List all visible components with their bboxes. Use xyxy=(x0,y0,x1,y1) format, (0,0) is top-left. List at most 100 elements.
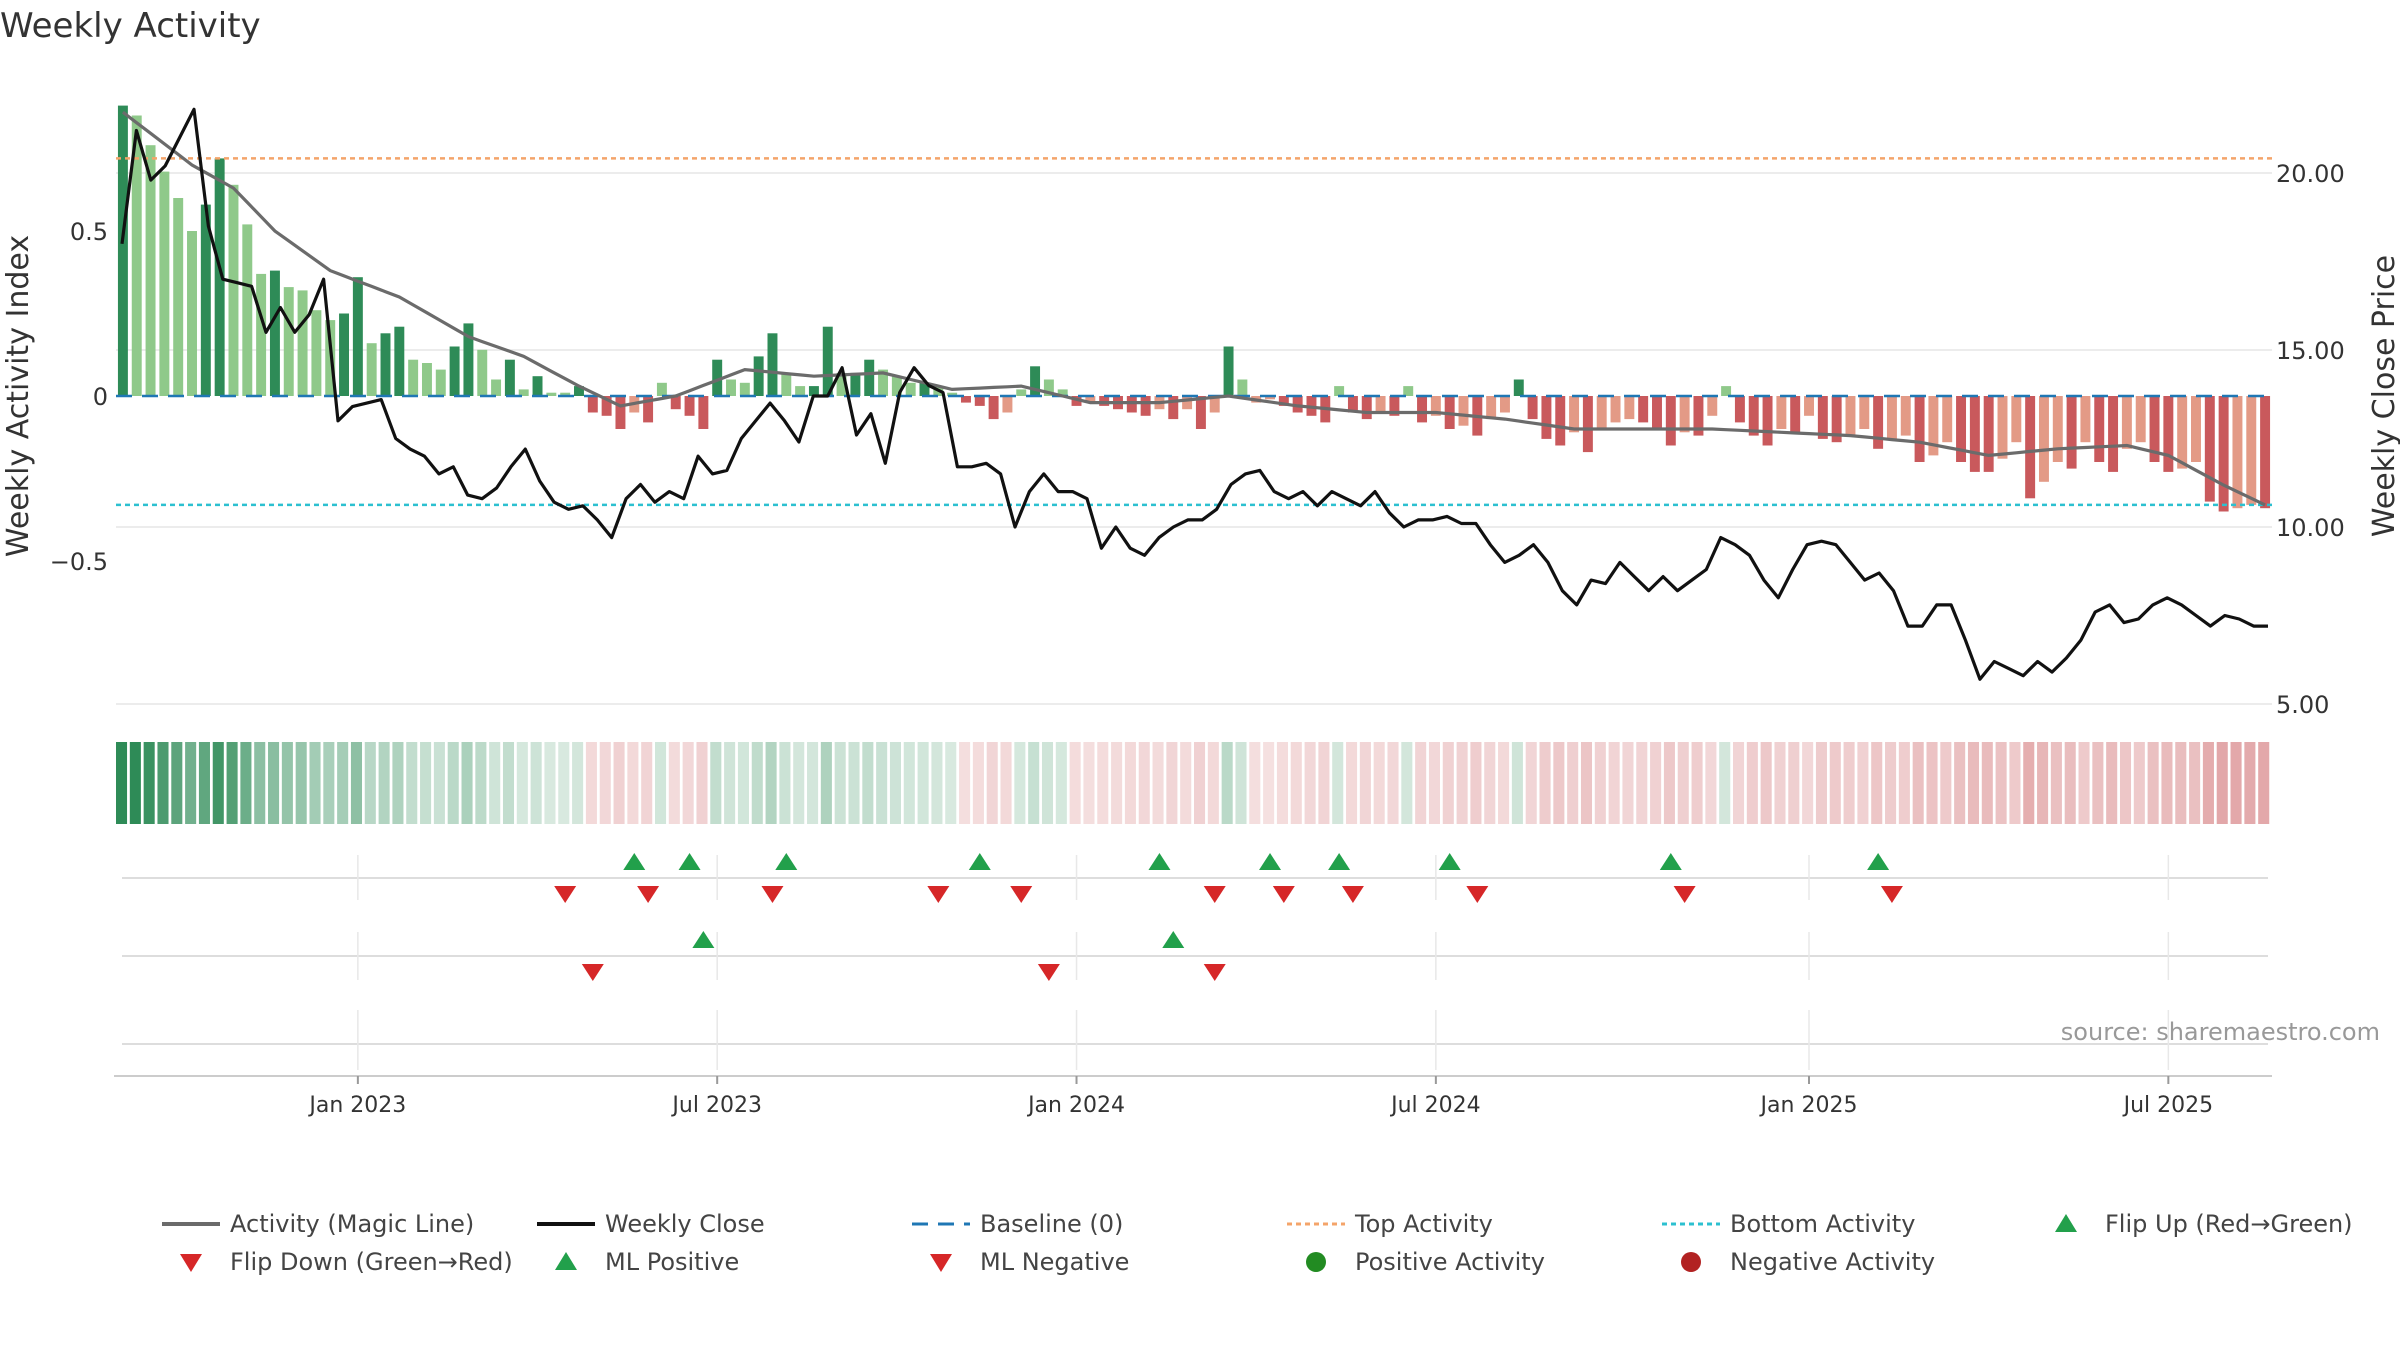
heat-cell xyxy=(2161,742,2173,824)
baseline-legend-icon xyxy=(912,1222,970,1226)
activity-bar xyxy=(421,363,432,396)
activity-bar xyxy=(601,396,612,416)
heat-cell xyxy=(1083,742,1095,824)
heat-cell xyxy=(254,742,266,824)
activity-bar xyxy=(2260,396,2271,509)
activity-bar xyxy=(1859,396,1870,429)
heat-cell xyxy=(1567,742,1579,824)
activity-bar xyxy=(726,379,736,396)
heat-cell xyxy=(848,742,860,824)
activity-bar xyxy=(781,372,792,396)
activity-bar xyxy=(795,386,806,396)
heat-cell xyxy=(1622,742,1634,824)
ml-positive-legend-icon xyxy=(555,1252,577,1270)
legend-item-flip-up: Flip Up (Red→Green) xyxy=(2035,1205,2353,1243)
heat-cell xyxy=(1332,742,1344,824)
activity-bar xyxy=(518,389,529,396)
heat-cell xyxy=(1525,742,1537,824)
heat-cell xyxy=(516,742,528,824)
chart-title: Weekly Activity xyxy=(0,6,261,46)
activity-bar xyxy=(1043,379,1054,396)
x-tick-label: Jul 2025 xyxy=(2122,1093,2214,1118)
activity-bar xyxy=(1099,396,1110,406)
activity-bar xyxy=(822,326,833,396)
activity-bar xyxy=(1278,396,1289,406)
activity-bar xyxy=(1942,396,1953,443)
left-axis-label: Weekly Activity Index xyxy=(1,235,36,557)
activity-bar xyxy=(656,382,667,396)
heat-cell xyxy=(1705,742,1717,824)
activity-bar xyxy=(435,369,446,396)
heat-cell xyxy=(1691,742,1703,824)
right-tick-label: 10.00 xyxy=(2276,514,2345,542)
activity-bar xyxy=(2066,396,2077,469)
heat-cell xyxy=(1470,742,1482,824)
heat-cell xyxy=(751,742,763,824)
heat-cell xyxy=(2258,742,2270,824)
flip-down-marker xyxy=(1203,886,1226,903)
heat-cell xyxy=(876,742,888,824)
heat-cell xyxy=(1194,742,1206,824)
flip-down-marker xyxy=(1272,886,1295,903)
legend-label: ML Positive xyxy=(605,1248,740,1276)
heat-cell xyxy=(793,742,805,824)
heat-cell xyxy=(1815,742,1827,824)
heat-cell xyxy=(1650,742,1662,824)
x-tick-label: Jul 2023 xyxy=(670,1093,762,1118)
activity-bar xyxy=(1403,386,1414,396)
heat-cell xyxy=(1677,742,1689,824)
heat-cell xyxy=(627,742,639,824)
ml-negative-marker xyxy=(581,964,604,981)
heat-cell xyxy=(378,742,390,824)
activity-bar xyxy=(131,115,142,396)
heat-cell xyxy=(2078,742,2090,824)
heat-cell xyxy=(1041,742,1054,824)
legend-label: Weekly Close xyxy=(605,1210,765,1238)
ml-positive-marker xyxy=(692,931,715,948)
heat-cell xyxy=(1733,742,1745,824)
heat-cell xyxy=(1221,742,1233,824)
ml-negative-marker xyxy=(1037,964,1060,981)
heat-cell xyxy=(1304,742,1316,824)
heat-cell xyxy=(281,742,293,824)
flip-up-marker xyxy=(1659,853,1682,870)
activity-bar xyxy=(1527,396,1538,420)
heat-cell xyxy=(1166,742,1178,824)
heat-cell xyxy=(1857,742,1869,824)
heat-cell xyxy=(1885,742,1897,824)
heat-cell xyxy=(171,742,183,824)
legend-item-top-activity: Top Activity xyxy=(1285,1205,1493,1243)
activity-bar xyxy=(1265,396,1275,400)
watermark: source: sharemaestro.com xyxy=(2061,1018,2380,1046)
heat-cell xyxy=(1746,742,1758,824)
heat-cell xyxy=(240,742,252,824)
activity-bar xyxy=(145,145,156,396)
activity-bar xyxy=(560,392,571,396)
activity-bar xyxy=(394,326,405,396)
flip-down-legend-icon xyxy=(180,1254,202,1272)
flip-up-marker xyxy=(775,853,798,870)
heat-cell xyxy=(1290,742,1302,824)
heat-cell xyxy=(1415,742,1427,824)
activity-bar xyxy=(1914,396,1925,462)
heat-cell xyxy=(502,742,515,824)
activity-bar xyxy=(408,359,419,396)
heat-cell xyxy=(433,742,445,824)
heat-cell xyxy=(834,742,846,824)
activity-bar xyxy=(504,359,515,396)
ml-negative-marker xyxy=(1203,964,1226,981)
activity-bar xyxy=(1804,396,1814,416)
activity-bar xyxy=(1541,396,1552,439)
negative-activity-legend-icon xyxy=(1681,1252,1701,1272)
heat-cell xyxy=(461,742,473,824)
activity-bar xyxy=(1057,389,1068,396)
activity-bar xyxy=(1693,396,1704,436)
heat-cell xyxy=(2092,742,2104,824)
heat-cell xyxy=(655,742,667,824)
heat-cell xyxy=(1608,742,1620,824)
legend-item-magic-line: Activity (Magic Line) xyxy=(160,1205,474,1243)
heat-cell xyxy=(1995,742,2007,824)
flip-up-marker xyxy=(968,853,991,870)
activity-bar xyxy=(878,369,889,396)
activity-bar xyxy=(2191,396,2201,462)
